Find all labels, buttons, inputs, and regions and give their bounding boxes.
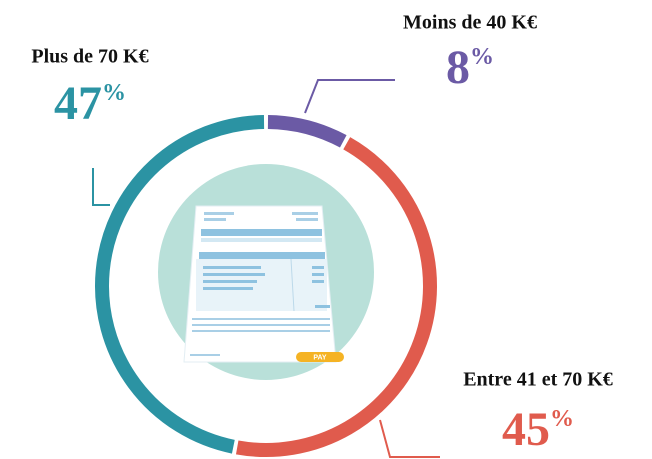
invoice-illustration: PAY — [158, 164, 374, 380]
category-label: Plus de 70 K€ — [31, 46, 148, 68]
percent-label: 45% — [502, 403, 574, 456]
category-label: Entre 41 et 70 K€ — [463, 369, 613, 391]
donut-segment — [267, 115, 347, 148]
percent-label: 47% — [54, 77, 126, 130]
donut-segment — [95, 115, 265, 454]
leader-lines — [92, 79, 440, 458]
donut-segment — [235, 137, 437, 457]
category-label: Moins de 40 K€ — [403, 12, 537, 34]
percent-label: 8% — [446, 41, 494, 94]
pay-button-label: PAY — [313, 354, 327, 361]
